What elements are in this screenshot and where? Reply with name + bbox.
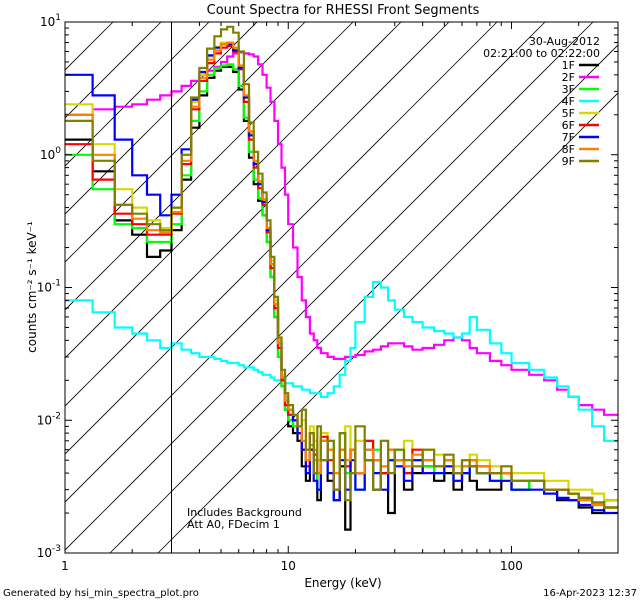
axis-ticks bbox=[64, 21, 619, 554]
x-tick-label: 100 bbox=[500, 559, 523, 573]
hatch-line bbox=[65, 22, 354, 311]
hatch-line bbox=[65, 22, 546, 503]
hatch-line bbox=[65, 22, 258, 215]
hatch-line bbox=[65, 22, 210, 167]
series-line-9F bbox=[65, 25, 618, 509]
hatch-line bbox=[65, 22, 450, 407]
hatch-line bbox=[65, 22, 306, 263]
y-tick-label: 10-1 bbox=[37, 279, 61, 295]
y-tick-label: 100 bbox=[40, 146, 61, 162]
chart-title: Count Spectra for RHESSI Front Segments bbox=[207, 3, 480, 18]
date-label: 30-Aug-2012 bbox=[529, 35, 600, 48]
x-tick-label: 10 bbox=[281, 559, 296, 573]
legend-label-9F: 9F bbox=[562, 155, 575, 168]
y-tick-label: 10-2 bbox=[37, 411, 61, 427]
x-axis-label: Energy (keV) bbox=[304, 576, 381, 590]
series-line-7F bbox=[65, 43, 618, 515]
legend-label-5F: 5F bbox=[562, 107, 575, 120]
annotation-background: Includes Background bbox=[187, 506, 302, 519]
y-tick-labels: 10-3 10-2 10-1 100 101 bbox=[37, 13, 62, 560]
annotation-attenuator: Att A0, FDecim 1 bbox=[187, 518, 280, 531]
hatch-line bbox=[157, 92, 618, 553]
legend-label-2F: 2F bbox=[562, 71, 575, 84]
legend-label-1F: 1F bbox=[562, 59, 575, 72]
legend-label-3F: 3F bbox=[562, 83, 575, 96]
legend-label-7F: 7F bbox=[562, 131, 575, 144]
legend-label-6F: 6F bbox=[562, 119, 575, 132]
x-tick-label: 1 bbox=[61, 559, 69, 573]
y-tick-label: 101 bbox=[40, 13, 61, 29]
x-tick-labels: 1 10 100 bbox=[61, 559, 523, 573]
y-axis-label: counts cm⁻² s⁻¹ keV⁻¹ bbox=[25, 221, 39, 353]
background-hatch-region bbox=[65, 22, 618, 553]
time-range-label: 02:21:00 to 02:22:00 bbox=[483, 47, 600, 60]
legend-label-8F: 8F bbox=[562, 143, 575, 156]
hatch-line bbox=[65, 22, 402, 359]
series-line-5F bbox=[65, 41, 618, 502]
legend-label-4F: 4F bbox=[562, 95, 575, 108]
hatch-line bbox=[65, 22, 498, 455]
generated-by-label: Generated by hsi_min_spectra_plot.pro bbox=[3, 588, 199, 599]
series-line-4F bbox=[65, 280, 618, 442]
series-layer bbox=[65, 25, 618, 531]
series-line-6F bbox=[65, 44, 618, 509]
timestamp-label: 16-Apr-2023 12:37 bbox=[543, 588, 637, 599]
hatch-line bbox=[65, 22, 162, 119]
y-tick-label: 10-3 bbox=[37, 544, 61, 560]
hatch-line bbox=[65, 22, 594, 551]
hatch-line bbox=[109, 44, 618, 553]
